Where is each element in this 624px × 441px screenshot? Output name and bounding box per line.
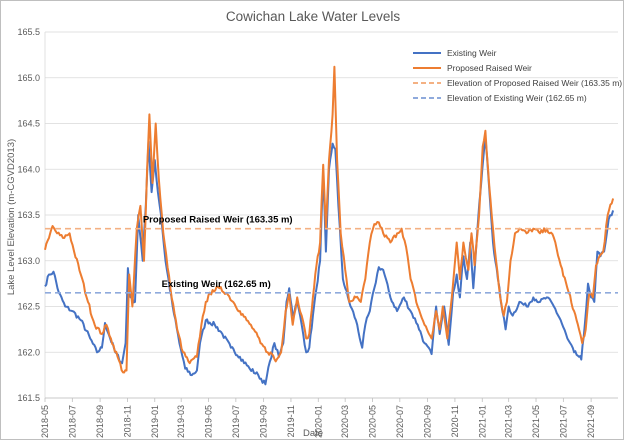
gridlines bbox=[44, 31, 618, 399]
x-tick-label: 2019-05 bbox=[204, 405, 214, 438]
y-tick-label: 164.5 bbox=[17, 119, 40, 129]
x-tick-label: 2018-07 bbox=[67, 405, 77, 438]
x-tick-label: 2020-07 bbox=[395, 405, 405, 438]
legend-label: Existing Weir bbox=[447, 48, 497, 58]
x-tick-label: 2018-09 bbox=[95, 405, 105, 438]
legend-label: Proposed Raised Weir bbox=[447, 63, 532, 73]
x-tick-label: 2020-11 bbox=[450, 405, 460, 437]
chart-title: Cowichan Lake Water Levels bbox=[226, 9, 401, 24]
x-tick-label: 2018-11 bbox=[122, 405, 132, 437]
y-tick-label: 165.5 bbox=[17, 27, 40, 37]
y-tick-label: 164.0 bbox=[17, 164, 40, 174]
x-tick-label: 2019-03 bbox=[176, 405, 186, 438]
proposed-weir-line bbox=[44, 65, 615, 374]
y-tick-label: 165.0 bbox=[17, 73, 40, 83]
x-tick-label: 2020-05 bbox=[367, 405, 377, 438]
legend: Existing Weir Proposed Raised Weir Elevati… bbox=[413, 48, 622, 103]
x-tick-label: 2020-01 bbox=[313, 405, 323, 438]
x-tick-label: 2019-09 bbox=[259, 405, 269, 438]
y-tick-label: 162.5 bbox=[17, 302, 40, 312]
x-axis-label: Date bbox=[303, 428, 323, 439]
y-axis-ticks: 161.5 162.0 162.5 163.0 163.5 164.0 164.5 165.0… bbox=[17, 27, 40, 403]
y-tick-label: 163.5 bbox=[17, 210, 40, 220]
y-tick-label: 163.0 bbox=[17, 256, 40, 266]
series-lines bbox=[44, 65, 618, 386]
weir-annotation: Proposed Raised Weir (163.35 m) bbox=[143, 215, 293, 226]
y-axis-label: Lake Level Elevation (m-CGVD2013) bbox=[6, 139, 17, 295]
legend-label: Elevation of Proposed Raised Weir (163.3… bbox=[447, 78, 622, 88]
x-tick-label: 2021-07 bbox=[558, 405, 568, 438]
x-tick-label: 2020-03 bbox=[340, 405, 350, 438]
x-tick-label: 2019-07 bbox=[231, 405, 241, 438]
y-tick-label: 161.5 bbox=[17, 393, 40, 403]
y-tick-label: 162.0 bbox=[17, 347, 40, 357]
annotations: Proposed Raised Weir (163.35 m) Existing … bbox=[143, 215, 293, 290]
legend-label: Elevation of Existing Weir (162.65 m) bbox=[447, 93, 587, 103]
x-tick-label: 2021-09 bbox=[586, 405, 596, 438]
x-tick-label: 2019-01 bbox=[150, 405, 160, 438]
x-tick-label: 2021-05 bbox=[531, 405, 541, 438]
x-tick-label: 2021-01 bbox=[477, 405, 487, 438]
x-tick-label: 2019-11 bbox=[286, 405, 296, 437]
x-axis-ticks: 2018-05 2018-07 2018-09 2018-11 2019-01 2019-… bbox=[40, 398, 596, 438]
weir-annotation: Existing Weir (162.65 m) bbox=[162, 279, 271, 290]
x-tick-label: 2021-03 bbox=[504, 405, 514, 438]
x-tick-label: 2020-09 bbox=[423, 405, 433, 438]
x-tick-label: 2018-05 bbox=[40, 405, 50, 438]
